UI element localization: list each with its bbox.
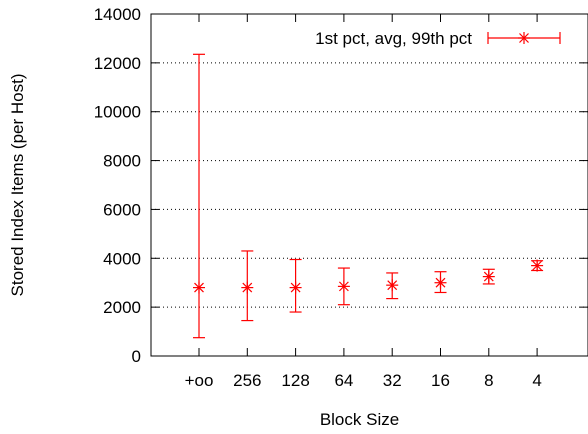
errorbar-128	[289, 258, 302, 313]
y-tick-label: 4000	[103, 249, 141, 268]
x-axis-title: Block Size	[320, 410, 399, 429]
y-tick-label: 14000	[94, 5, 141, 24]
errorbar-32	[386, 272, 399, 300]
x-tick-label: 32	[383, 371, 402, 390]
marker-stroke	[242, 282, 253, 293]
avg-point	[289, 281, 302, 294]
series-errorbars	[193, 53, 544, 339]
x-tick-label: 8	[484, 371, 493, 390]
x-tick-label: 4	[532, 371, 541, 390]
avg-point	[531, 259, 544, 272]
grid-lines	[151, 62, 588, 308]
y-tick-label: 2000	[103, 298, 141, 317]
avg-point	[482, 270, 495, 283]
avg-point	[386, 279, 399, 292]
y-tick-label: 0	[132, 347, 141, 366]
y-tick-label: 12000	[94, 54, 141, 73]
marker-stroke	[532, 260, 543, 271]
legend-symbol	[487, 32, 561, 44]
x-tick-label: +oo	[185, 371, 214, 390]
marker-stroke	[194, 282, 204, 293]
errorbar-64	[337, 267, 350, 306]
marker-stroke	[290, 282, 301, 293]
x-tick-label: 128	[281, 371, 309, 390]
errorbar-8	[482, 268, 495, 285]
avg-point	[193, 281, 205, 294]
avg-point	[434, 276, 447, 289]
marker-stroke	[435, 277, 446, 288]
marker-stroke	[483, 271, 494, 282]
legend: 1st pct, avg, 99th pct	[315, 29, 561, 48]
y-tick-label: 10000	[94, 103, 141, 122]
axes: 0 2000 4000 6000 8000 10000 12000 14000 +oo 256 12…	[94, 5, 588, 390]
avg-point	[241, 281, 254, 294]
x-tick-label: 256	[233, 371, 261, 390]
marker-stroke	[338, 281, 349, 292]
x-tick-label: 64	[334, 371, 353, 390]
plot-frame	[150, 13, 588, 357]
errorbar-4	[531, 259, 544, 272]
legend-marker	[518, 32, 530, 44]
errorbar-256	[241, 250, 254, 322]
avg-point	[337, 280, 350, 293]
marker-stroke	[387, 280, 398, 291]
y-tick-label: 6000	[103, 200, 141, 219]
y-tick-label: 8000	[103, 152, 141, 171]
x-tick-label: 16	[431, 371, 450, 390]
marker-stroke	[519, 33, 529, 43]
y-axis-title: Stored Index Items (per Host)	[8, 74, 27, 297]
errorbar-+oo	[193, 53, 205, 339]
errorbar-16	[434, 271, 447, 294]
legend-label: 1st pct, avg, 99th pct	[315, 29, 472, 48]
